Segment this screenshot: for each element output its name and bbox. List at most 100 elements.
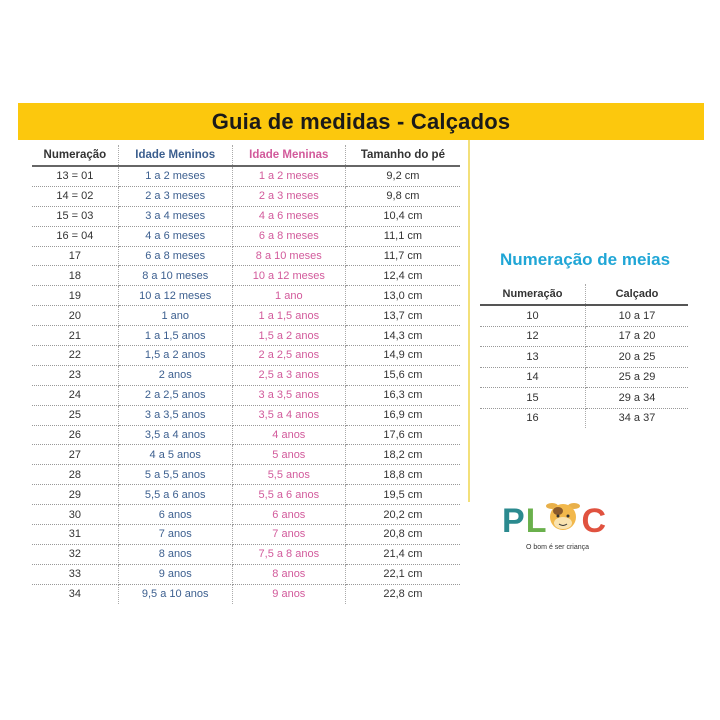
- table-row: 17 6 a 8 meses 8 a 10 meses 11,7 cm: [32, 246, 460, 267]
- table-row: 33 9 anos 8 anos 22,1 cm: [32, 564, 460, 585]
- table-row: 18 8 a 10 meses 10 a 12 meses 12,4 cm: [32, 265, 460, 287]
- cell-tamanho-pe: 22,8 cm: [383, 588, 423, 601]
- cell-numeracao: 23: [32, 365, 119, 386]
- cell-numeracao: 12: [480, 326, 586, 347]
- cell-idade-meninos: 2 a 2,5 anos: [118, 385, 233, 406]
- giraffe-icon: [546, 503, 581, 534]
- socks-size-table: Numeração Calçado 10 10 a 17 12 17 a 20 13 20…: [480, 284, 688, 428]
- table-row: 14 = 02 2 a 3 meses 2 a 3 meses 9,8 cm: [32, 186, 460, 207]
- shoe-size-table: Numeração Idade Meninos Idade Meninas Ta…: [32, 145, 460, 604]
- cell-idade-meninos: 9,5 a 10 anos: [118, 584, 233, 604]
- cell-tamanho-pe: 18,2 cm: [345, 444, 460, 466]
- cell-numeracao: 30: [32, 504, 119, 526]
- cell-numeracao: 13 = 01: [32, 166, 119, 187]
- cell-tamanho-pe: 18,8 cm: [345, 464, 460, 486]
- cell-numeracao: 18: [32, 265, 119, 287]
- cell-idade-meninas: 1 a 1,5 anos: [232, 305, 346, 327]
- title-banner: Guia de medidas - Calçados: [18, 103, 704, 140]
- logo-tagline: O bom é ser criança: [526, 544, 590, 551]
- cell-numeracao: 25: [32, 405, 119, 426]
- cell-tamanho-pe: 9,2 cm: [345, 166, 460, 187]
- cell-idade-meninas: 5 anos: [232, 444, 346, 466]
- cell-numeracao: 15: [480, 387, 586, 409]
- table-row: 32 8 anos 7,5 a 8 anos 21,4 cm: [32, 544, 460, 565]
- cell-idade-meninas: 5,5 a 6 anos: [232, 484, 346, 506]
- cell-calcado: 29 a 34: [585, 387, 688, 409]
- cell-numeracao: 19: [32, 285, 119, 307]
- cell-numeracao: 24: [32, 385, 119, 406]
- cell-tamanho-pe: 21,4 cm: [345, 544, 460, 565]
- cell-numeracao: 28: [32, 464, 119, 486]
- ploc-logo: PL C O bom é ser criança: [502, 498, 642, 558]
- table-row: 22 1,5 a 2 anos 2 a 2,5 anos 14,9 cm: [32, 345, 460, 366]
- cell-idade-meninos: 4 a 6 meses: [118, 226, 233, 247]
- cell-idade-meninas: 6 a 8 meses: [232, 226, 346, 247]
- cell-numeracao: 20: [32, 305, 119, 327]
- table-row: 25 3 a 3,5 anos 3,5 a 4 anos 16,9 cm: [32, 405, 460, 426]
- cell-idade-meninas: 4 a 6 meses: [232, 206, 346, 227]
- cell-numeracao: 21: [32, 325, 119, 347]
- table-row: 30 6 anos 6 anos 20,2 cm: [32, 504, 460, 526]
- cell-tamanho-pe: 16,3 cm: [345, 385, 460, 406]
- cell-idade-meninos: 1 a 1,5 anos: [118, 325, 233, 347]
- cell-idade-meninas: 1 ano: [232, 285, 346, 307]
- cell-numeracao: 22: [32, 345, 119, 366]
- cell-idade-meninas: 2,5 a 3 anos: [232, 365, 346, 386]
- page-title: Guia de medidas - Calçados: [211, 108, 511, 134]
- table-row: 13 = 01 1 a 2 meses 1 a 2 meses 9,2 cm: [32, 166, 460, 187]
- table-row: 27 4 a 5 anos 5 anos 18,2 cm: [32, 444, 460, 466]
- cell-calcado: 25 a 29: [585, 367, 688, 388]
- cell-idade-meninas: 3,5 a 4 anos: [232, 405, 346, 426]
- cell-calcado: 10 a 17: [585, 305, 688, 327]
- cell-idade-meninos: 8 a 10 meses: [118, 265, 233, 287]
- cell-numeracao: 26: [32, 425, 119, 446]
- table-row: 15 29 a 34: [480, 387, 688, 409]
- cell-idade-meninas: 7,5 a 8 anos: [232, 544, 346, 565]
- header-numeracao: Numeração: [480, 284, 586, 306]
- table-row: 14 25 a 29: [480, 367, 688, 388]
- cell-numeracao: 27: [32, 444, 119, 466]
- header-idade-meninas: Idade Meninas: [232, 145, 346, 167]
- cell-idade-meninas: 3 a 3,5 anos: [232, 385, 346, 406]
- header-idade-meninos: Idade Meninos: [118, 145, 233, 167]
- cell-tamanho-pe: 14,9 cm: [345, 345, 460, 366]
- cell-numeracao: 15 = 03: [32, 206, 119, 227]
- cell-idade-meninas: 2 a 2,5 anos: [232, 345, 346, 366]
- cell-tamanho-pe: 11,7 cm: [345, 246, 460, 267]
- header-tamanho-pe: Tamanho do pé: [345, 145, 460, 167]
- table-row: 13 20 a 25: [480, 346, 688, 368]
- cell-tamanho-pe: 13,0 cm: [345, 285, 460, 307]
- cell-idade-meninos: 1,5 a 2 anos: [118, 345, 233, 366]
- header-calcado: Calçado: [585, 284, 688, 306]
- cell-numeracao: 13: [480, 346, 586, 368]
- cell-idade-meninos: 5,5 a 6 anos: [118, 484, 233, 506]
- cell-idade-meninos: 5 a 5,5 anos: [118, 464, 233, 486]
- cell-idade-meninas: 7 anos: [232, 524, 346, 545]
- table-row: 28 5 a 5,5 anos 5,5 anos 18,8 cm: [32, 464, 460, 486]
- table-row: 15 = 03 3 a 4 meses 4 a 6 meses 10,4 cm: [32, 206, 460, 227]
- header-numeracao: Numeração: [32, 145, 119, 167]
- table-row: 19 10 a 12 meses 1 ano 13,0 cm: [32, 285, 460, 307]
- cell-idade-meninos: 7 anos: [118, 524, 233, 545]
- table-row: 16 34 a 37: [480, 408, 688, 428]
- cell-numeracao: 17: [32, 246, 119, 267]
- cell-idade-meninos: 4 a 5 anos: [118, 444, 233, 466]
- cell-idade-meninas: 1,5 a 2 anos: [232, 325, 346, 347]
- cell-calcado: 34 a 37: [618, 412, 656, 425]
- cell-tamanho-pe: 17,6 cm: [345, 425, 460, 446]
- socks-title: Numeração de meias: [499, 250, 671, 269]
- cell-numeracao: 31: [32, 524, 119, 545]
- table-header-row: Numeração Idade Meninos Idade Meninas Ta…: [32, 145, 460, 167]
- cell-tamanho-pe: 16,9 cm: [345, 405, 460, 426]
- cell-tamanho-pe: 11,1 cm: [345, 226, 460, 247]
- cell-idade-meninos: 2 anos: [118, 365, 233, 386]
- cell-idade-meninos: 9 anos: [118, 564, 233, 585]
- table-row: 26 3,5 a 4 anos 4 anos 17,6 cm: [32, 425, 460, 446]
- table-header-row: Numeração Calçado: [480, 284, 688, 306]
- cell-idade-meninos: 3 a 3,5 anos: [118, 405, 233, 426]
- table-row: 10 10 a 17: [480, 305, 688, 327]
- cell-idade-meninas: 8 anos: [232, 564, 346, 585]
- table-row: 16 = 04 4 a 6 meses 6 a 8 meses 11,1 cm: [32, 226, 460, 247]
- cell-numeracao: 10: [480, 305, 586, 327]
- cell-tamanho-pe: 10,4 cm: [345, 206, 460, 227]
